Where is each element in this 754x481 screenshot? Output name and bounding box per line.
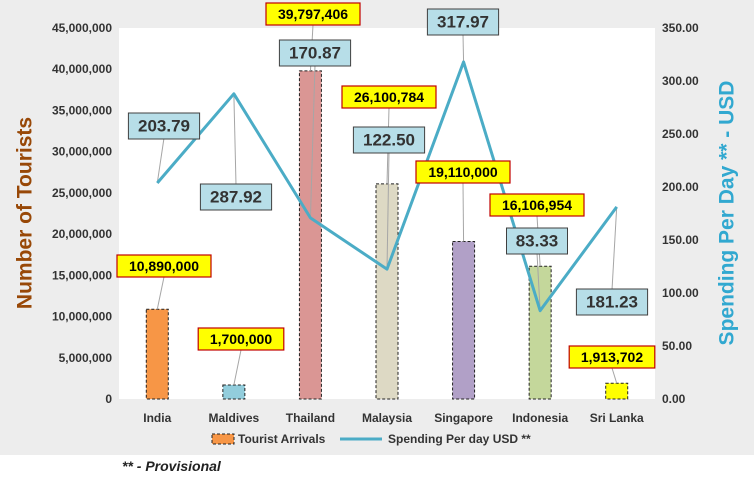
legend-label: Tourist Arrivals [238,432,326,446]
line-label-box [199,183,273,211]
line-value-label: 83.33 [516,232,559,251]
x-tick-label: Maldives [209,411,260,425]
bar-thailand [298,70,322,400]
leader-line [233,349,242,386]
y-tick-label: 30,000,000 [52,145,112,159]
y-tick-label: 35,000,000 [52,103,112,117]
x-tick-label: Singapore [434,411,493,425]
combo-chart: 10,890,000 1,700,000 39,797,406 26,100,784 1… [14,2,739,446]
x-tick-label: India [143,411,171,425]
y-tick-label: 40,000,000 [52,62,112,76]
y2-tick-label: 50.00 [662,339,692,353]
leader-line [309,64,316,218]
footnote: ** - Provisional [122,458,221,474]
bar-value-label: 19,110,000 [428,164,498,180]
leader-line [156,276,165,310]
y-tick-label: 45,000,000 [52,21,112,35]
bar-label-box [415,160,511,184]
bar-label-box [116,254,212,278]
x-tick-label: Sri Lanka [590,411,644,425]
y2-tick-label: 200.00 [662,180,699,194]
y2-tick-label: 0.00 [662,392,686,406]
bar-label-box [265,2,361,26]
y2-tick-label: 300.00 [662,74,699,88]
y-axis-title: Number of Tourists [14,117,37,309]
line-label-box [575,288,649,316]
line-label-box [352,126,426,154]
leader-line [462,33,465,62]
bar-label-box [341,85,437,109]
bar-value-label: 39,797,406 [278,6,348,22]
y-tick-label: 10,000,000 [52,310,112,324]
bar-value-label: 1,913,702 [581,349,643,365]
bar-value-label: 10,890,000 [129,258,199,274]
legend: Tourist Arrivals Spending Per day USD ** [211,432,531,446]
line-label-box [127,112,201,140]
bar-value-label: 1,700,000 [210,331,272,347]
spending-line [156,60,618,313]
bar-sri-lanka [605,382,629,400]
y2-tick-label: 250.00 [662,127,699,141]
bar-singapore [452,240,476,400]
line-value-label: 287.92 [210,188,262,207]
bar-india [145,308,169,400]
bar-value-label: 16,106,954 [502,197,572,213]
y2-axis-title: Spending Per Day ** - USD [716,81,739,346]
y2-tick-label: 350.00 [662,21,699,35]
line-label-box [278,39,352,67]
line-value-label: 122.50 [363,131,415,150]
x-tick-label: Thailand [286,411,335,425]
bar-label-box [489,193,585,217]
y-tick-label: 0 [105,392,112,406]
legend-swatch-bar [211,433,235,445]
line-label-box [506,227,568,255]
x-tick-label: Indonesia [512,411,568,425]
y-tick-label: 5,000,000 [59,351,113,365]
y-tick-label: 15,000,000 [52,268,112,282]
bar-maldives [222,384,246,400]
y2-tick-label: 100.00 [662,286,699,300]
line-label-box [426,8,500,36]
leader-line [536,252,541,311]
line-value-label: 181.23 [586,293,638,312]
leader-line [233,93,237,186]
leader-line [462,182,465,242]
line-value-label: 203.79 [138,117,190,136]
bar-label-box [197,327,285,351]
x-tick-label: Malaysia [362,411,412,425]
y-tick-label: 25,000,000 [52,186,112,200]
bar-value-label: 26,100,784 [354,89,424,105]
chart-frame: 10,890,000 1,700,000 39,797,406 26,100,784 1… [0,0,754,455]
leader-line [156,137,165,184]
y-tick-label: 20,000,000 [52,227,112,241]
leader-line [386,151,390,270]
leader-line [611,206,618,291]
y2-tick-label: 150.00 [662,233,699,247]
legend-label: Spending Per day USD ** [388,432,531,446]
bar-label-box [568,345,656,369]
bar-malaysia [375,183,399,400]
line-value-label: 170.87 [289,44,341,63]
leader-line [611,367,618,384]
line-value-label: 317.97 [437,13,489,32]
